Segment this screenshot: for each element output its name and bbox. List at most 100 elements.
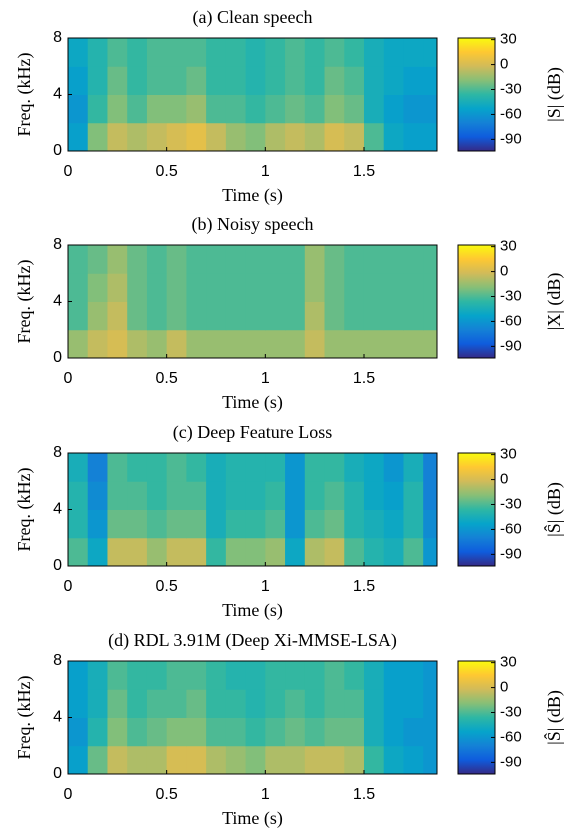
- heatmap: [68, 38, 437, 151]
- cell: [304, 537, 326, 566]
- cell: [245, 745, 266, 774]
- cell: [87, 689, 108, 718]
- y-axis-label: Freq. (kHz): [14, 468, 35, 552]
- cell: [344, 94, 365, 124]
- cell: [68, 481, 89, 510]
- x-axis-label: Time (s): [222, 392, 283, 413]
- cell: [363, 717, 385, 747]
- cell: [146, 66, 168, 95]
- cell: [127, 245, 148, 274]
- cell: [285, 301, 306, 331]
- cell: [186, 329, 207, 358]
- cell: [225, 509, 247, 539]
- cell: [87, 509, 108, 539]
- cell: [324, 537, 345, 566]
- cell: [87, 273, 108, 302]
- colorbar: [457, 244, 496, 359]
- cell: [383, 245, 404, 274]
- cell: [186, 689, 207, 718]
- cell: [206, 481, 227, 510]
- cell: [383, 509, 404, 539]
- cell: [166, 38, 187, 67]
- cell: [324, 481, 345, 510]
- cell: [107, 481, 128, 510]
- colorbar-tick-label: -60: [500, 312, 522, 329]
- cell: [68, 94, 89, 124]
- cell: [186, 66, 207, 95]
- cell: [403, 537, 424, 566]
- cell: [423, 537, 437, 566]
- cell: [206, 453, 227, 482]
- cell: [166, 301, 187, 331]
- cell: [68, 273, 89, 302]
- chart-title: (b) Noisy speech: [192, 214, 314, 235]
- cell: [344, 745, 365, 774]
- cell: [265, 509, 286, 539]
- y-tick-label: 8: [53, 236, 62, 253]
- cell: [127, 509, 148, 539]
- cell: [383, 745, 404, 774]
- cell: [127, 689, 148, 718]
- cell: [146, 481, 168, 510]
- cell: [423, 745, 437, 774]
- cell: [166, 94, 187, 124]
- cell: [403, 661, 424, 690]
- cell: [166, 329, 187, 358]
- cell: [186, 537, 207, 566]
- cell: [363, 661, 385, 690]
- x-tick-label: 1.5: [353, 578, 375, 595]
- cell: [344, 661, 365, 690]
- y-tick-label: 4: [53, 709, 62, 726]
- cell: [265, 717, 286, 747]
- cell: [403, 717, 424, 747]
- cell: [363, 38, 385, 67]
- cell: [285, 537, 306, 566]
- cell: [127, 537, 148, 566]
- cell: [206, 273, 227, 302]
- cell: [423, 38, 437, 67]
- cell: [324, 38, 345, 67]
- cell: [127, 481, 148, 510]
- cell: [107, 509, 128, 539]
- cell: [87, 537, 108, 566]
- cell: [127, 453, 148, 482]
- x-axis-label: Time (s): [222, 600, 283, 621]
- y-tick-label: 0: [53, 765, 62, 782]
- cell: [186, 481, 207, 510]
- cell: [363, 689, 385, 718]
- cell: [87, 94, 108, 124]
- heatmap: [68, 245, 437, 358]
- cell: [304, 481, 326, 510]
- cell: [403, 38, 424, 67]
- cell: [363, 301, 385, 331]
- heatmap: [68, 453, 437, 566]
- cell: [423, 509, 437, 539]
- cell: [423, 66, 437, 95]
- x-tick-label: 0.5: [156, 163, 178, 180]
- cell: [146, 38, 168, 67]
- y-axis-label: Freq. (kHz): [14, 53, 35, 137]
- cell: [87, 301, 108, 331]
- cell: [265, 537, 286, 566]
- cell: [186, 717, 207, 747]
- cell: [146, 245, 168, 274]
- x-tick-label: 0: [64, 163, 73, 180]
- panel: 0 0.5 1 1.5 0 4 8 (c) Deep Feature Loss Time (s)…: [14, 422, 565, 621]
- cell: [107, 122, 128, 151]
- cell: [285, 94, 306, 124]
- cell: [423, 689, 437, 718]
- cell: [146, 509, 168, 539]
- cell: [186, 661, 207, 690]
- cell: [146, 453, 168, 482]
- cell: [166, 689, 187, 718]
- cell: [225, 94, 247, 124]
- cell: [225, 689, 247, 718]
- cell: [146, 122, 168, 151]
- cell: [324, 689, 345, 718]
- cell: [344, 329, 365, 358]
- x-tick-label: 0.5: [156, 786, 178, 803]
- cell: [206, 122, 227, 151]
- cell: [206, 38, 227, 67]
- cell: [206, 717, 227, 747]
- cell: [285, 38, 306, 67]
